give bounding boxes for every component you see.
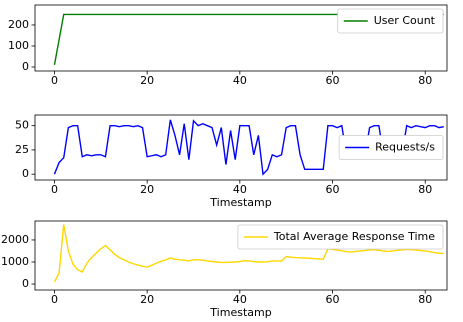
- legend: User Count: [337, 8, 444, 34]
- x-tick-label: 20: [140, 293, 154, 306]
- x-axis-label: Timestamp: [209, 196, 271, 209]
- y-tick-label: 1000: [1, 255, 29, 268]
- y-tick-label: 100: [8, 39, 29, 52]
- legend-box: [237, 224, 444, 250]
- x-tick-label: 40: [233, 293, 247, 306]
- x-tick-label: 80: [418, 183, 432, 196]
- legend-box: [338, 135, 444, 160]
- legend: Total Average Response Time: [237, 224, 444, 250]
- data-line: [53, 13, 444, 66]
- legend-box: [337, 8, 444, 34]
- y-tick-label: 25: [15, 143, 29, 156]
- legend-label: Requests/s: [375, 141, 435, 154]
- y-tick-label: 200: [8, 18, 29, 31]
- x-tick-label: 60: [326, 74, 340, 87]
- x-tick-label: 40: [233, 183, 247, 196]
- x-tick-label: 0: [51, 183, 58, 196]
- x-tick-label: 20: [140, 183, 154, 196]
- x-tick-label: 0: [51, 74, 58, 87]
- x-tick-label: 40: [233, 74, 247, 87]
- plot-frame: [34, 220, 448, 291]
- data-line: [53, 224, 444, 283]
- data-line: [53, 119, 444, 176]
- x-tick-label: 80: [418, 293, 432, 306]
- x-tick-label: 60: [326, 293, 340, 306]
- y-tick-label: 2000: [1, 233, 29, 246]
- x-tick-label: 80: [418, 74, 432, 87]
- legend: Requests/s: [338, 135, 444, 160]
- y-tick-label: 50: [15, 119, 29, 132]
- legend-label: User Count: [374, 14, 436, 27]
- x-axis-label: Timestamp: [209, 306, 271, 319]
- plot-frame: [34, 4, 448, 72]
- x-tick-label: 20: [140, 74, 154, 87]
- x-tick-label: 0: [51, 293, 58, 306]
- legend-label: Total Average Response Time: [273, 230, 435, 243]
- y-tick-label: 0: [22, 277, 29, 290]
- y-tick-label: 0: [22, 167, 29, 180]
- y-tick-label: 0: [22, 60, 29, 73]
- x-tick-label: 60: [326, 183, 340, 196]
- plot-frame: [34, 114, 448, 181]
